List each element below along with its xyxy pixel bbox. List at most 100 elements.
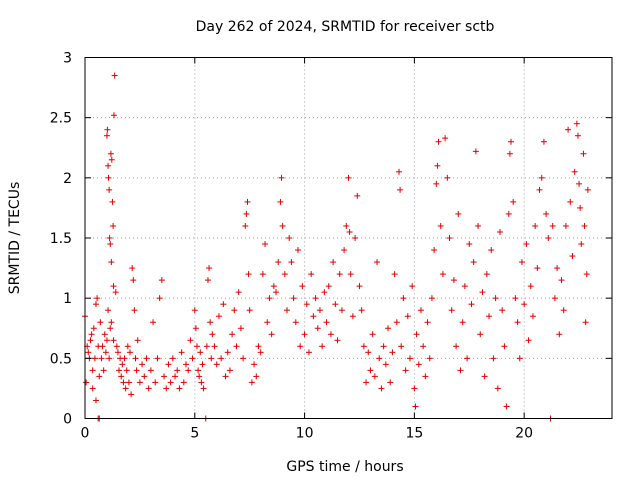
data-point	[218, 355, 225, 362]
data-point	[111, 72, 118, 79]
data-point	[501, 343, 508, 350]
data-point	[431, 247, 438, 254]
data-point	[101, 331, 108, 338]
data-point	[358, 307, 365, 314]
data-point	[479, 289, 486, 296]
data-point	[231, 307, 238, 314]
data-point	[470, 259, 477, 266]
data-point	[305, 349, 312, 356]
data-point	[567, 198, 574, 205]
data-point	[576, 180, 583, 187]
data-point	[244, 198, 251, 205]
data-point	[106, 235, 113, 241]
data-point	[284, 307, 291, 314]
y-tick-label: 1	[63, 291, 72, 307]
data-point	[558, 277, 565, 284]
data-point	[494, 385, 501, 392]
data-point	[128, 391, 135, 398]
data-point	[499, 307, 506, 314]
data-point	[183, 361, 190, 368]
data-point	[245, 271, 252, 278]
data-point	[461, 283, 468, 290]
data-point	[583, 271, 590, 278]
x-tick-label: 15	[405, 426, 423, 442]
data-point	[197, 349, 204, 356]
data-point	[103, 337, 110, 344]
data-point	[345, 174, 352, 181]
data-point	[112, 289, 119, 296]
data-point	[571, 168, 578, 175]
data-point	[316, 307, 323, 314]
data-point	[105, 174, 112, 181]
data-point	[578, 241, 585, 248]
data-point	[107, 241, 114, 248]
data-point	[176, 385, 183, 392]
data-point	[397, 186, 404, 193]
x-tick-label: 0	[81, 426, 90, 442]
data-point	[226, 367, 233, 374]
data-point	[213, 361, 220, 368]
data-point	[92, 397, 99, 404]
data-point	[409, 283, 416, 290]
data-point	[107, 150, 114, 157]
data-point	[251, 361, 258, 368]
data-point	[371, 373, 378, 380]
data-point	[486, 313, 493, 320]
data-point	[87, 337, 94, 344]
data-point	[124, 343, 131, 350]
data-point	[437, 222, 444, 229]
data-point	[198, 379, 205, 386]
data-point	[106, 355, 113, 362]
data-point	[200, 385, 207, 392]
data-point	[122, 385, 129, 392]
data-point	[385, 325, 392, 332]
data-point	[354, 192, 361, 199]
data-point	[312, 295, 319, 302]
data-point	[466, 241, 473, 248]
data-point	[120, 379, 127, 386]
data-point	[352, 235, 359, 241]
data-point	[481, 373, 488, 380]
data-point	[147, 367, 154, 374]
data-point	[172, 373, 179, 380]
data-point	[154, 355, 161, 362]
data-point	[193, 343, 200, 350]
data-point	[529, 313, 536, 320]
data-point	[420, 343, 427, 350]
data-point	[472, 148, 479, 155]
data-point	[516, 355, 523, 362]
data-point	[125, 379, 132, 386]
data-point	[116, 367, 123, 374]
data-point	[277, 198, 284, 205]
axis-ticks: 0 5 10 15 20 0 0.5 1 1.5 2 2.5 3	[50, 51, 612, 442]
data-point	[545, 235, 552, 241]
data-point	[224, 349, 231, 356]
data-point	[127, 349, 134, 356]
data-point	[310, 313, 317, 320]
data-point	[505, 210, 512, 217]
data-point	[110, 112, 117, 119]
data-point	[133, 367, 140, 374]
data-point	[415, 361, 422, 368]
data-point	[514, 319, 521, 326]
data-point	[246, 307, 253, 314]
data-point	[286, 235, 293, 241]
data-point	[518, 259, 525, 266]
data-point	[262, 241, 269, 248]
data-point	[367, 367, 374, 374]
data-point	[105, 307, 112, 314]
data-point	[248, 379, 255, 386]
data-point	[257, 349, 264, 356]
data-point	[242, 222, 249, 229]
data-point	[523, 241, 530, 248]
data-point	[237, 325, 244, 332]
data-point	[398, 343, 405, 350]
data-point	[584, 186, 591, 193]
data-point	[113, 343, 120, 350]
y-tick-label: 0	[63, 412, 72, 428]
data-point	[233, 343, 240, 350]
data-point	[103, 132, 110, 139]
data-point	[119, 361, 126, 368]
data-point	[580, 150, 587, 157]
